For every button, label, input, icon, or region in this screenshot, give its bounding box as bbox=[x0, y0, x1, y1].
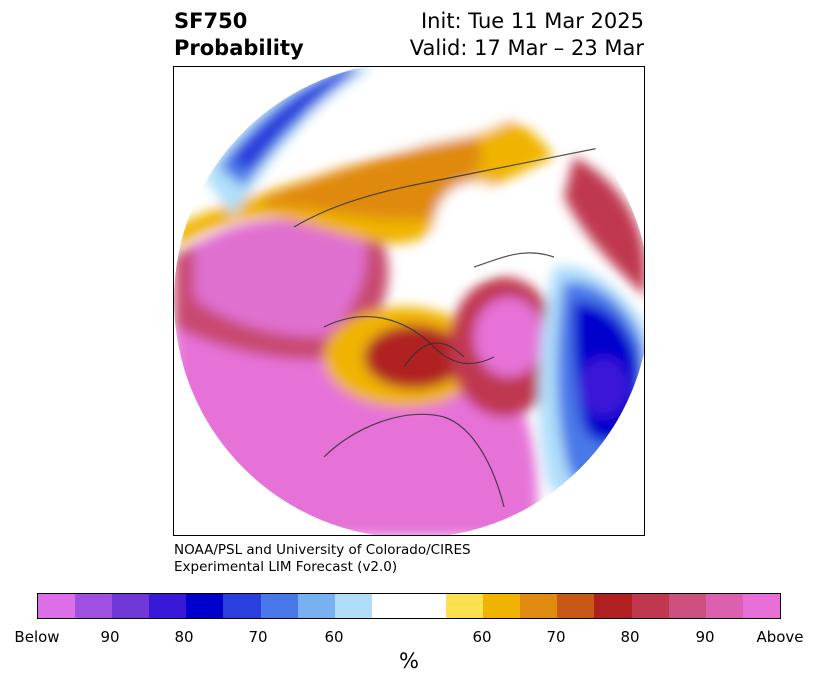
colorbar-swatch bbox=[594, 594, 632, 618]
credit-line-2: Experimental LIM Forecast (v2.0) bbox=[174, 559, 398, 575]
colorbar-tick-label: 90 bbox=[695, 628, 715, 646]
colorbar-swatch bbox=[334, 594, 372, 618]
colorbar-tick-label: 70 bbox=[546, 628, 566, 646]
colorbar-swatch bbox=[446, 594, 484, 618]
colorbar-swatch bbox=[75, 594, 113, 618]
valid-range: Valid: 17 Mar – 23 Mar bbox=[409, 36, 644, 60]
colorbar-tick-label: Above bbox=[756, 628, 804, 646]
colorbar-swatch bbox=[186, 594, 224, 618]
colorbar-tick-label: 80 bbox=[620, 628, 640, 646]
colorbar-swatch bbox=[297, 594, 335, 618]
probability-map bbox=[173, 66, 645, 536]
colorbar-swatch bbox=[223, 594, 261, 618]
map-dates: Init: Tue 11 Mar 2025 Valid: 17 Mar – 23… bbox=[410, 8, 644, 62]
colorbar-swatch bbox=[408, 594, 447, 618]
credit-text: NOAA/PSL and University of Colorado/CIRE… bbox=[174, 542, 471, 576]
colorbar-tick-label: 60 bbox=[472, 628, 492, 646]
colorbar-tick-label: Below bbox=[14, 628, 60, 646]
colorbar bbox=[37, 593, 781, 619]
colorbar-swatch bbox=[520, 594, 558, 618]
map-title: SF750 Probability bbox=[174, 8, 304, 62]
colorbar-swatch bbox=[38, 594, 76, 618]
colorbar-swatch bbox=[149, 594, 187, 618]
colorbar-tick-label: 90 bbox=[100, 628, 120, 646]
colorbar-swatch bbox=[668, 594, 706, 618]
colorbar-swatch bbox=[112, 594, 150, 618]
colorbar-tick-label: 70 bbox=[248, 628, 268, 646]
init-date: Init: Tue 11 Mar 2025 bbox=[420, 9, 644, 33]
polar-projection bbox=[174, 67, 644, 535]
colorbar-swatch bbox=[260, 594, 298, 618]
colorbar-swatch bbox=[742, 594, 780, 618]
colorbar-tick-label: 60 bbox=[324, 628, 344, 646]
title-variable: SF750 bbox=[174, 9, 248, 33]
title-field: Probability bbox=[174, 36, 304, 60]
colorbar-swatch bbox=[371, 594, 409, 618]
colorbar-swatch bbox=[705, 594, 743, 618]
credit-line-1: NOAA/PSL and University of Colorado/CIRE… bbox=[174, 542, 471, 558]
colorbar-swatch bbox=[483, 594, 521, 618]
colorbar-tick-label: 80 bbox=[174, 628, 194, 646]
colorbar-swatch bbox=[557, 594, 595, 618]
colorbar-swatch bbox=[631, 594, 669, 618]
colorbar-unit: % bbox=[399, 649, 419, 673]
